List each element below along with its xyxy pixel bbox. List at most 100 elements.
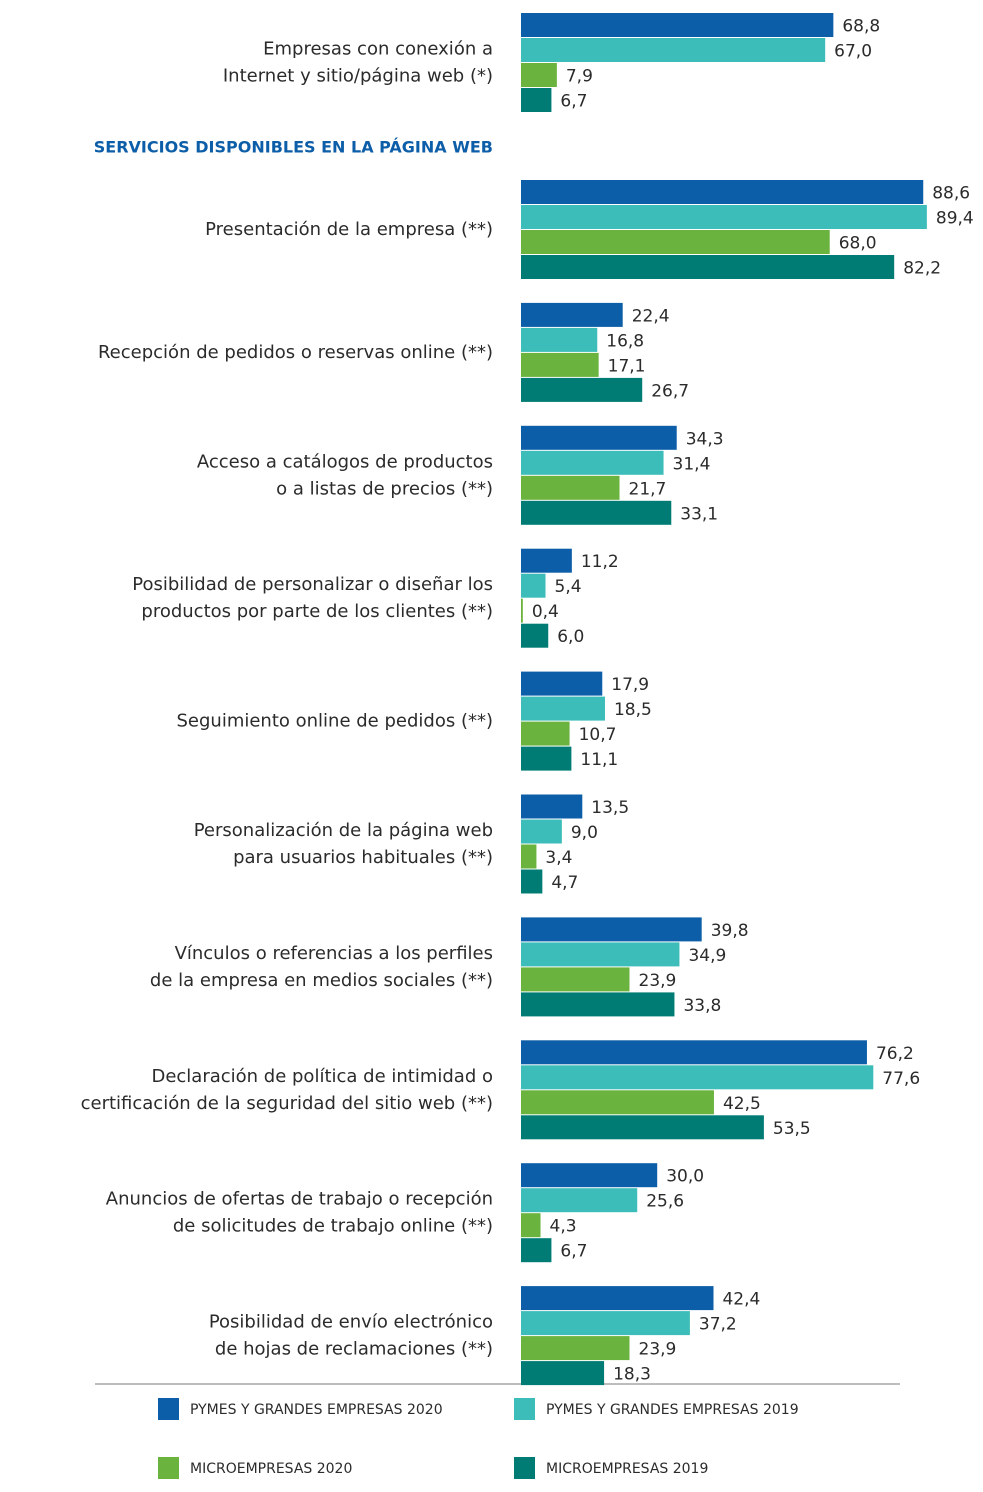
- value-label: 68,0: [839, 234, 877, 254]
- value-label: 9,0: [571, 823, 598, 843]
- bar: [521, 992, 675, 1017]
- value-label: 82,2: [903, 259, 941, 279]
- value-label: 34,3: [686, 429, 724, 449]
- bar: [521, 819, 562, 844]
- bar: [521, 942, 680, 967]
- category-label: Seguimiento online de pedidos (**): [176, 711, 493, 732]
- value-label: 3,4: [545, 848, 572, 868]
- category-label: certificación de la seguridad del sitio …: [81, 1093, 493, 1114]
- category-label: de solicitudes de trabajo online (**): [173, 1216, 493, 1237]
- value-label: 17,1: [608, 356, 646, 376]
- value-label: 18,5: [614, 700, 652, 720]
- bar: [521, 38, 826, 62]
- category-label: Anuncios de ofertas de trabajo o recepci…: [106, 1189, 493, 1210]
- bar: [521, 450, 664, 475]
- bar: [521, 1115, 764, 1140]
- value-label: 39,8: [711, 921, 749, 941]
- value-label: 77,6: [882, 1069, 920, 1089]
- value-label: 31,4: [673, 454, 711, 474]
- value-label: 76,2: [876, 1044, 914, 1064]
- bar: [521, 967, 630, 992]
- bar: [521, 573, 546, 598]
- value-label: 0,4: [532, 602, 559, 622]
- bar: [521, 13, 834, 37]
- category-label: Posibilidad de envío electrónico: [209, 1312, 493, 1333]
- value-label: 25,6: [646, 1192, 684, 1212]
- bar: [521, 1188, 638, 1213]
- value-label: 22,4: [632, 306, 670, 326]
- bar: [521, 302, 623, 327]
- value-label: 23,9: [639, 971, 677, 991]
- bar: [521, 1311, 690, 1336]
- category-label: Acceso a catálogos de productos: [197, 451, 493, 472]
- legend-swatch: [514, 1398, 535, 1420]
- category-label: Personalización de la página web: [194, 820, 493, 841]
- legend-label: PYMES Y GRANDES EMPRESAS 2020: [190, 1402, 443, 1418]
- value-label: 6,0: [557, 627, 584, 647]
- bar: [521, 255, 895, 279]
- bar: [521, 746, 572, 771]
- bar: [521, 598, 523, 623]
- bar: [521, 1361, 605, 1386]
- section-title: SERVICIOS DISPONIBLES EN LA PÁGINA WEB: [94, 138, 493, 157]
- bar: [521, 1213, 541, 1238]
- legend-label: MICROEMPRESAS 2019: [546, 1461, 708, 1477]
- category-label: Posibilidad de personalizar o diseñar lo…: [132, 574, 493, 595]
- bar: [521, 1238, 552, 1263]
- legend-swatch: [514, 1457, 535, 1479]
- value-label: 67,0: [834, 42, 872, 62]
- value-label: 11,2: [581, 552, 619, 572]
- value-label: 4,7: [551, 873, 578, 893]
- category-label: de hojas de reclamaciones (**): [215, 1339, 493, 1360]
- legend-swatch: [158, 1457, 179, 1479]
- bar: [521, 88, 552, 112]
- bar: [521, 917, 702, 942]
- category-label: de la empresa en medios sociales (**): [150, 970, 493, 991]
- value-label: 42,4: [722, 1290, 760, 1310]
- value-label: 88,6: [932, 184, 970, 204]
- value-label: 53,5: [773, 1119, 811, 1139]
- value-label: 11,1: [580, 750, 618, 770]
- category-label: Empresas con conexión a: [263, 39, 493, 60]
- bar: [521, 327, 598, 352]
- bar: [521, 623, 549, 648]
- value-label: 17,9: [611, 675, 649, 695]
- value-label: 34,9: [688, 946, 726, 966]
- category-label: Recepción de pedidos o reservas online (…: [98, 342, 493, 363]
- legend-label: PYMES Y GRANDES EMPRESAS 2019: [546, 1402, 799, 1418]
- legend-label: MICROEMPRESAS 2020: [190, 1461, 352, 1477]
- value-label: 42,5: [723, 1094, 761, 1114]
- value-label: 37,2: [699, 1315, 737, 1335]
- value-label: 5,4: [555, 577, 582, 597]
- bar: [521, 352, 599, 377]
- bar: [521, 425, 677, 450]
- value-label: 16,8: [606, 331, 644, 351]
- bar: [521, 1065, 874, 1090]
- bar: [521, 671, 603, 696]
- value-label: 6,7: [560, 92, 587, 112]
- bar: [521, 844, 537, 869]
- category-label: productos por parte de los clientes (**): [141, 601, 493, 622]
- category-label: o a listas de precios (**): [276, 478, 493, 499]
- value-label: 33,8: [683, 996, 721, 1016]
- bar: [521, 721, 570, 746]
- bar: [521, 548, 572, 573]
- legend-swatch: [158, 1398, 179, 1420]
- bar: [521, 869, 543, 894]
- value-label: 68,8: [842, 17, 880, 37]
- bar: [521, 1090, 714, 1115]
- category-label: Internet y sitio/página web (*): [223, 66, 493, 87]
- category-label: Presentación de la empresa (**): [205, 219, 493, 240]
- value-label: 30,0: [666, 1167, 704, 1187]
- value-label: 26,7: [651, 381, 689, 401]
- value-label: 7,9: [566, 67, 593, 87]
- category-label: para usuarios habituales (**): [233, 847, 493, 868]
- value-label: 89,4: [936, 209, 974, 229]
- value-label: 23,9: [639, 1340, 677, 1360]
- bar: [521, 377, 643, 402]
- bar: [521, 1336, 630, 1361]
- value-label: 18,3: [613, 1365, 651, 1385]
- bar: [521, 1163, 658, 1188]
- bar: [521, 230, 830, 254]
